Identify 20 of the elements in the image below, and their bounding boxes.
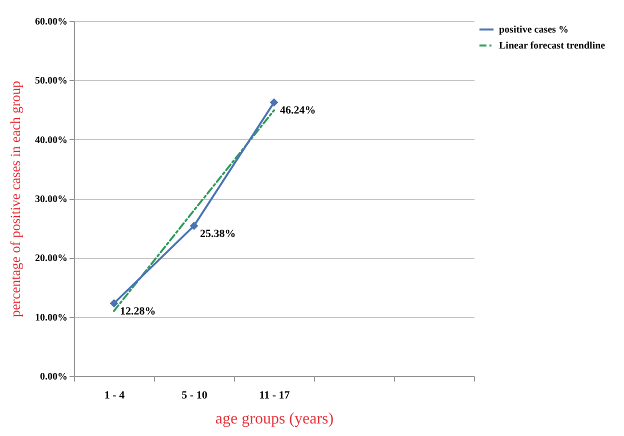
data-label: 46.24% — [280, 104, 316, 116]
y-tick-label: 40.00% — [35, 134, 68, 146]
point — [190, 222, 198, 230]
x-axis-title: age groups (years) — [215, 410, 334, 428]
y-tick-label: 10.00% — [35, 312, 68, 324]
data-label: 12.28% — [120, 305, 156, 318]
point — [110, 299, 118, 308]
y-axis-title: percentage of positive cases in each group — [9, 80, 24, 318]
x-tick-label: 1 - 4 — [104, 390, 126, 402]
data-label: 25.38% — [200, 228, 236, 240]
y-tick-label: 50.00% — [35, 76, 68, 87]
legend-label: Linear forecast trendline — [499, 40, 606, 52]
x-tick-label: 5 - 10 — [182, 390, 208, 402]
y-tick-label: 30.00% — [35, 194, 68, 205]
x-tick-label: 11 - 17 — [259, 390, 290, 402]
legend-label: positive cases % — [499, 24, 568, 36]
y-tick-label: 0.00% — [40, 372, 68, 382]
y-tick-label: 20.00% — [35, 253, 68, 264]
point — [270, 98, 278, 107]
y-tick-label: 60.00% — [35, 16, 68, 28]
